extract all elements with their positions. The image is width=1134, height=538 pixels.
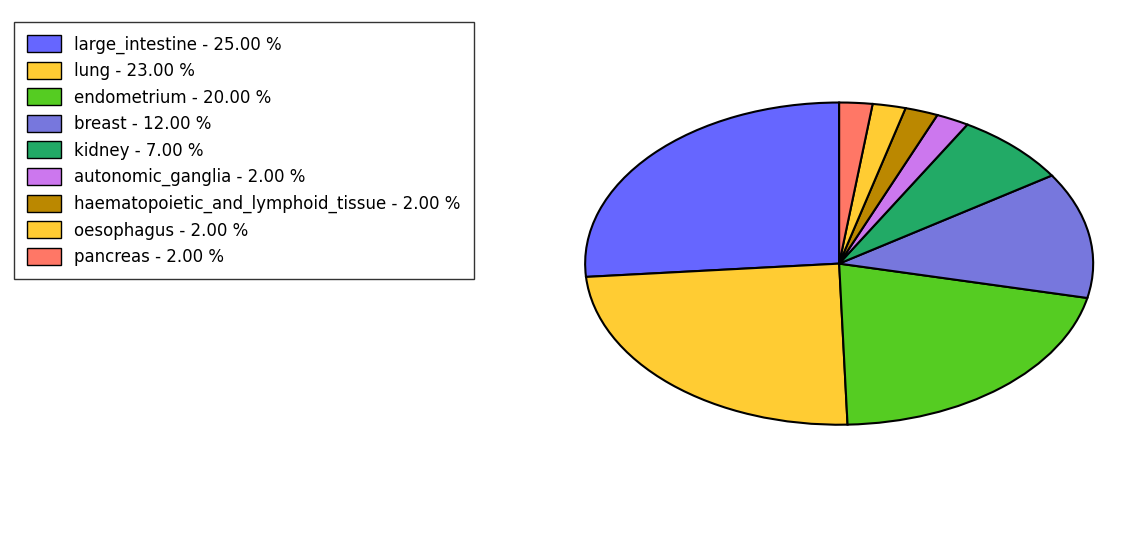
Wedge shape [839,175,1093,298]
Wedge shape [839,115,967,264]
Wedge shape [839,108,938,264]
Wedge shape [586,264,847,424]
Wedge shape [839,104,906,264]
Wedge shape [839,103,873,264]
Wedge shape [839,125,1052,264]
Wedge shape [585,103,839,277]
Wedge shape [839,264,1088,424]
Legend: large_intestine - 25.00 %, lung - 23.00 %, endometrium - 20.00 %, breast - 12.00: large_intestine - 25.00 %, lung - 23.00 … [14,22,474,279]
